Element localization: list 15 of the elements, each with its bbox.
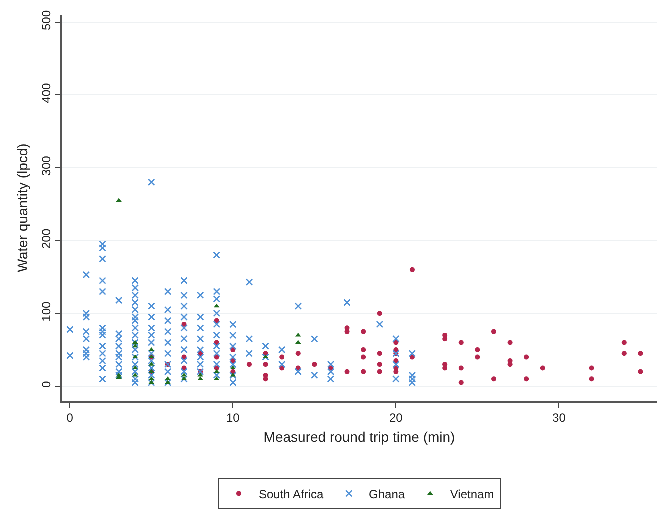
y-tick-label: 400 [39,82,54,104]
x-tick-label: 10 [226,411,240,426]
x-tick-label: 0 [66,411,74,426]
x-tick-label: 30 [552,411,566,426]
legend-label: Ghana [369,487,406,502]
x-tick-label: 20 [390,411,404,426]
y-tick-label: 0 [39,380,54,388]
y-tick-label: 300 [39,156,54,176]
x-axis-title: Measured round trip time (min) [264,428,456,445]
legend-label: Vietnam [450,487,494,502]
y-tick-label: 100 [39,301,54,322]
y-tick-label: 500 [39,10,54,30]
y-tick-label: 200 [39,228,54,249]
y-axis-title: Water quantity (lpcd) [14,144,31,272]
legend-label: South Africa [259,487,324,502]
